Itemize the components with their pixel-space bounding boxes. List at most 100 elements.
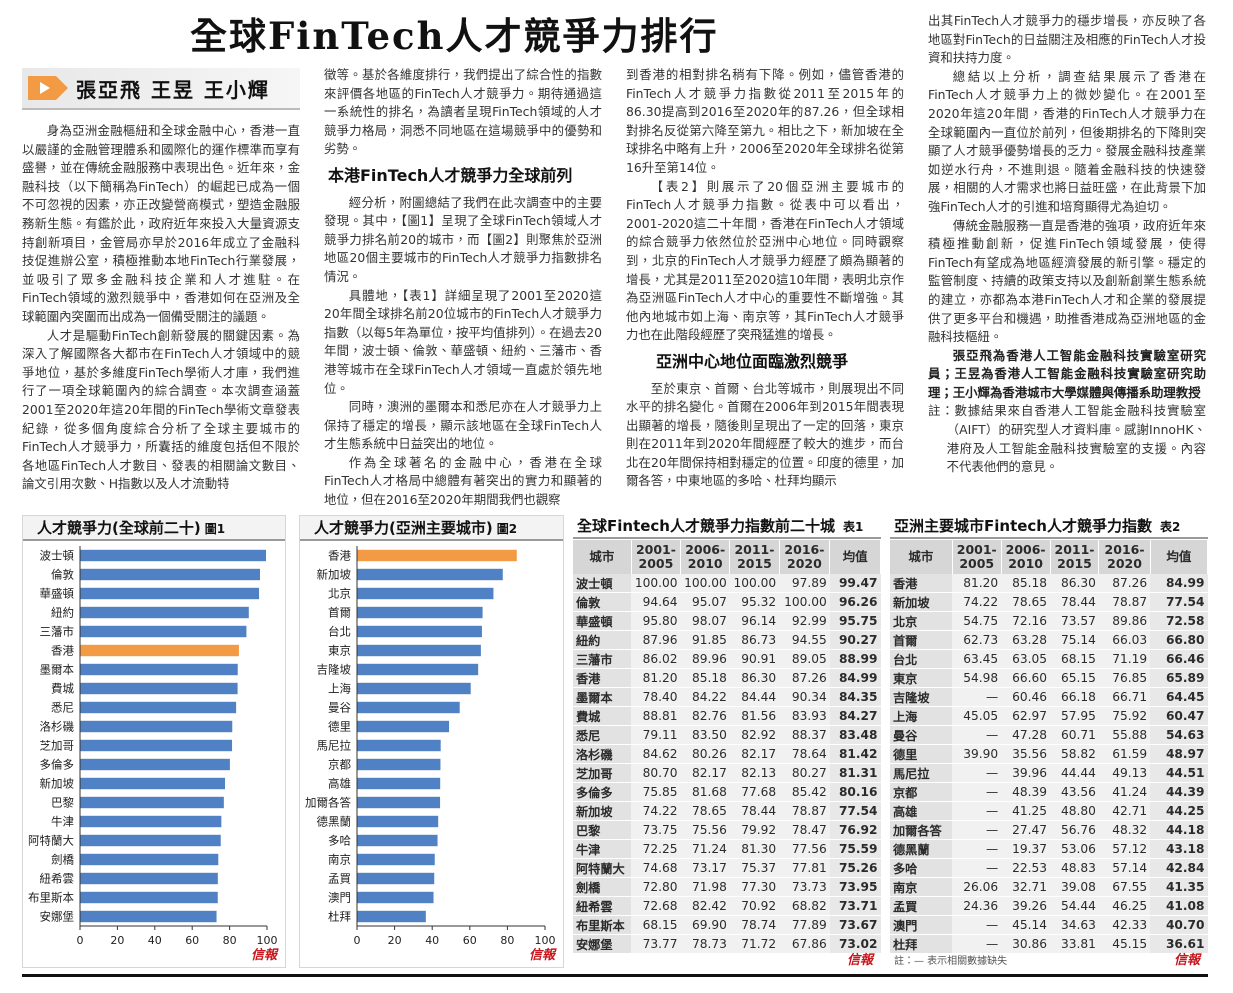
bar — [80, 701, 237, 714]
bar — [357, 625, 482, 638]
value-cell: 54.98 — [952, 668, 1002, 688]
bar — [357, 834, 438, 847]
table-row: 南京 26.06 32.71 39.08 67.55 41.35 — [890, 877, 1208, 897]
value-cell: 45.05 — [952, 706, 1002, 726]
x-tick-label: 40 — [148, 934, 162, 947]
value-cell: 68.15 — [631, 915, 681, 935]
category-label: 紐約 — [51, 606, 74, 620]
city-cell: 加爾各答 — [890, 820, 953, 840]
category-label: 香港 — [328, 549, 351, 563]
note: 註：數據結果來自香港人工智能金融科技實驗室（AIFT）的研究型人才資料庫。感謝I… — [928, 403, 1206, 475]
value-cell: 77.54 — [829, 801, 881, 821]
city-cell: 東京 — [890, 668, 953, 688]
value-cell: 95.80 — [631, 611, 681, 631]
category-label: 三藩市 — [40, 625, 75, 639]
value-cell: 62.97 — [1001, 706, 1051, 726]
value-cell: 78.44 — [1050, 592, 1099, 612]
value-cell: — — [952, 839, 1002, 859]
table-row: 安娜堡 73.77 78.73 71.72 67.86 73.02 — [573, 934, 881, 954]
x-tick-label: 80 — [223, 934, 237, 947]
value-cell: 33.81 — [1050, 934, 1099, 954]
value-cell: 82.42 — [680, 896, 730, 916]
value-cell: 87.26 — [779, 668, 830, 688]
table-row: 多倫多 75.85 81.68 77.68 85.42 80.16 — [573, 782, 881, 802]
value-cell: 60.46 — [1001, 687, 1051, 707]
x-tick-label: 40 — [425, 934, 439, 947]
x-tick-label: 20 — [110, 934, 124, 947]
city-cell: 紐約 — [573, 630, 632, 650]
value-cell: 57.12 — [1098, 839, 1151, 859]
value-cell: 22.53 — [1001, 858, 1051, 878]
value-cell: 45.15 — [1098, 934, 1151, 954]
table-panel: 全球Fintech人才競爭力指數前二十城 表1 城市 2001-2005 2006-20… — [573, 515, 881, 968]
authors: 張亞飛 王昱 王小輝 — [76, 78, 270, 102]
value-cell: 82.76 — [680, 706, 730, 726]
x-tick-label: 0 — [77, 934, 84, 947]
data-table: 城市 2001-2005 2006-2010 2011-2015 2016-2020 均值… — [890, 540, 1209, 954]
value-cell: 75.37 — [729, 858, 780, 878]
subheading: 亞洲中心地位面臨激烈競爭 — [656, 351, 849, 371]
headline: 全球FinTech人才競爭力排行 — [190, 14, 719, 58]
value-cell: 78.73 — [680, 934, 730, 954]
paragraph: 出其FinTech人才競爭力的穩步增長，亦反映了各地區對FinTech的日益關注… — [928, 13, 1206, 66]
table-row: 首爾 62.73 63.28 75.14 66.03 66.80 — [890, 630, 1208, 650]
category-label: 安娜堡 — [40, 910, 75, 924]
x-tick-label: 0 — [354, 934, 361, 947]
value-cell: 66.18 — [1050, 687, 1099, 707]
table-row: 澳門 —45.14 34.63 42.33 40.70 — [890, 915, 1208, 935]
value-cell: 77.81 — [779, 858, 830, 878]
table-row: 紐約 87.96 91.85 86.73 94.55 90.27 — [573, 630, 881, 650]
category-label: 京都 — [328, 758, 351, 772]
value-cell: 70.92 — [729, 896, 780, 916]
value-cell: 75.59 — [829, 839, 881, 859]
column-header: 2016-2020 — [779, 540, 831, 574]
value-cell: 100.00 — [631, 574, 681, 593]
value-cell: 48.39 — [1001, 782, 1051, 802]
table-row: 德黑蘭 —19.37 53.06 57.12 43.18 — [890, 839, 1208, 859]
value-cell: 78.44 — [729, 801, 780, 821]
bar — [80, 663, 238, 676]
bar — [80, 739, 233, 752]
table-panel: 亞洲主要城市Fintech人才競爭力指數 表2 城市 2001-2005 2006-20… — [890, 515, 1209, 968]
bar — [357, 568, 503, 581]
value-cell: 66.60 — [1001, 668, 1051, 688]
bar — [80, 682, 238, 695]
city-cell: 上海 — [890, 706, 953, 726]
value-cell: 94.64 — [631, 592, 681, 612]
value-cell: 48.32 — [1098, 820, 1151, 840]
bar — [80, 891, 218, 904]
table-row: 巴黎 73.75 75.56 79.92 78.47 76.92 — [573, 820, 881, 840]
value-cell: 39.96 — [1001, 763, 1051, 783]
chart-title: 人才競爭力(全球前二十) 圖1 — [37, 519, 225, 537]
table-row: 新加坡 74.22 78.65 78.44 78.87 77.54 — [573, 801, 881, 821]
category-label: 東京 — [328, 644, 351, 658]
subheading: 本港FinTech人才競爭力全球前列 — [328, 165, 573, 185]
value-cell: — — [952, 934, 1002, 954]
value-cell: 73.02 — [829, 934, 881, 954]
value-cell: 90.34 — [779, 687, 830, 707]
value-cell: 72.25 — [631, 839, 681, 859]
text-column: 出其FinTech人才競爭力的穩步增長，亦反映了各地區對FinTech的日益關注… — [928, 12, 1206, 512]
bar — [357, 815, 439, 828]
value-cell: 81.31 — [829, 763, 881, 783]
category-label: 牛津 — [51, 815, 74, 829]
value-cell: 84.27 — [829, 706, 881, 726]
value-cell: 88.99 — [829, 649, 881, 669]
bar — [80, 587, 260, 600]
chart: 人才競爭力(亞洲主要城市) 圖2 0 20 40 60 80 100 香港新加坡北京首爾台北東京… — [300, 516, 563, 963]
value-cell: 86.30 — [729, 668, 780, 688]
city-cell: 阿特蘭大 — [573, 858, 632, 878]
chart: 人才競爭力(全球前二十) 圖1 0 20 40 60 80 100 波士頓倫敦華盛頓紐約三藩市香… — [23, 516, 285, 963]
chart-title: 人才競爭力(亞洲主要城市) 圖2 — [314, 519, 517, 537]
value-cell: 44.51 — [1150, 763, 1208, 783]
value-cell: 90.27 — [829, 630, 881, 650]
value-cell: 65.15 — [1050, 668, 1099, 688]
table-row: 東京 54.98 66.60 65.15 76.85 65.89 — [890, 668, 1208, 688]
category-label: 德黑蘭 — [317, 815, 352, 829]
table-row: 倫敦 94.64 95.07 95.32 100.00 96.26 — [573, 592, 881, 612]
value-cell: 44.18 — [1150, 820, 1208, 840]
category-label: 巴黎 — [51, 796, 74, 810]
value-cell: 66.46 — [1150, 649, 1208, 669]
value-cell: 39.08 — [1050, 877, 1099, 897]
paragraph: 傳統金融服務一直是香港的強項，政府近年來積極推動創新，促進FinTech領域發展… — [928, 217, 1206, 345]
